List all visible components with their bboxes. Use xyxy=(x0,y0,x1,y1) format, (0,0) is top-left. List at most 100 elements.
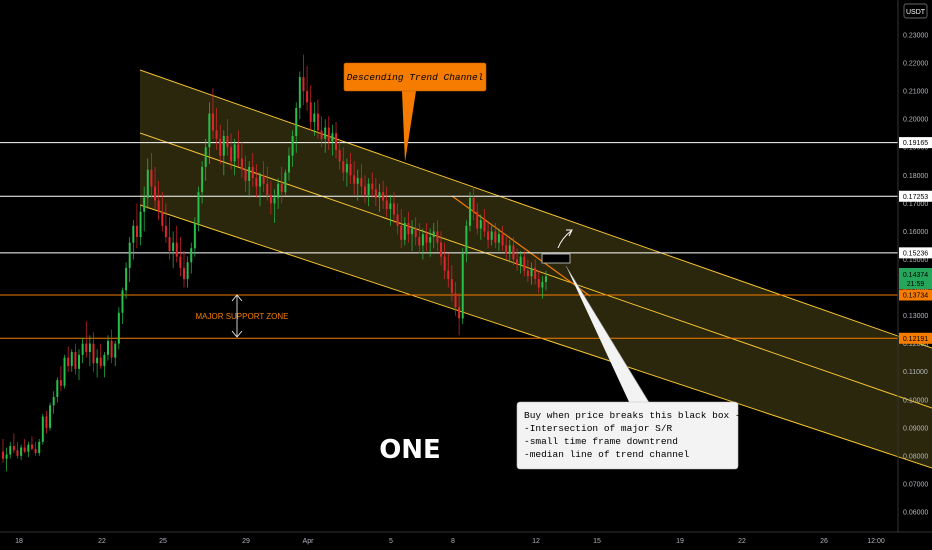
candle-body xyxy=(479,220,482,229)
candle-body xyxy=(259,175,262,187)
level-badge-label: 0.12191 xyxy=(903,336,928,343)
time-tick-label: 29 xyxy=(242,538,250,545)
candle-body xyxy=(541,281,544,288)
candle-body xyxy=(523,256,526,271)
candle-body xyxy=(208,113,211,148)
candle-body xyxy=(360,178,363,187)
currency-badge[interactable] xyxy=(903,3,928,19)
candle-body xyxy=(411,228,414,235)
candle-body xyxy=(226,136,229,148)
candle-body xyxy=(530,267,533,277)
candle-body xyxy=(400,225,403,240)
candle-body xyxy=(447,270,450,280)
candle-body xyxy=(215,130,218,139)
candle-body xyxy=(389,203,392,209)
last-price-countdown: 21:59 xyxy=(907,281,925,288)
time-tick-label: 19 xyxy=(676,538,684,545)
level-badge-label: 0.13734 xyxy=(903,292,928,299)
candle-body xyxy=(157,200,160,212)
level-badge-label: 0.19165 xyxy=(903,140,928,147)
candle-body xyxy=(237,144,240,159)
candle-body xyxy=(537,279,540,288)
candle-body xyxy=(244,169,247,181)
candle-body xyxy=(371,183,374,190)
channel-lower-line xyxy=(139,204,932,469)
candle-body xyxy=(313,113,316,122)
candle-body xyxy=(172,242,175,252)
candle-body xyxy=(49,405,52,428)
candle-body xyxy=(99,357,102,367)
candle-body xyxy=(81,343,84,355)
candle-body xyxy=(161,211,164,226)
breakout-box[interactable] xyxy=(541,253,571,264)
candle-body xyxy=(421,234,424,246)
candle-body xyxy=(385,200,388,209)
candle-body xyxy=(545,276,547,282)
candle-body xyxy=(458,307,461,319)
time-axis[interactable]: 18 22 25 29 Apr 5 8 12 15 19 22 26 12:00 xyxy=(15,538,885,545)
candle-body xyxy=(179,256,182,268)
candle-body xyxy=(117,312,120,344)
candle-body xyxy=(110,340,113,358)
time-tick-label: 15 xyxy=(593,538,601,545)
candle-body xyxy=(429,237,432,243)
candle-body xyxy=(2,451,4,459)
candle-body xyxy=(501,234,504,246)
candle-body xyxy=(125,267,128,291)
candle-body xyxy=(440,242,443,257)
candle-body xyxy=(41,416,44,442)
price-tick-label: 0.19000 xyxy=(903,145,928,152)
price-tick-label: 0.20000 xyxy=(903,117,928,124)
support-zone-arrow xyxy=(231,294,243,338)
price-tick-label: 0.16000 xyxy=(903,229,928,236)
price-tick-label: 0.18000 xyxy=(903,173,928,180)
candle-body xyxy=(382,192,385,201)
candle-body xyxy=(505,245,508,254)
candle-body xyxy=(374,189,377,198)
horizontal-levels xyxy=(0,142,898,339)
symbol-watermark: ONE xyxy=(379,435,441,465)
price-tick-label: 0.17000 xyxy=(903,201,928,208)
candle-body xyxy=(364,186,366,195)
candle-body xyxy=(52,396,55,406)
candle-body xyxy=(67,357,70,367)
candle-body xyxy=(63,357,66,386)
candle-body xyxy=(59,380,62,386)
candle-body xyxy=(211,113,214,131)
candle-body xyxy=(190,248,193,263)
time-tick-label: 5 xyxy=(389,538,393,545)
candle-body xyxy=(16,450,19,456)
time-tick-label: 22 xyxy=(98,538,106,545)
candle-body xyxy=(269,194,272,204)
price-tick-label: 0.09000 xyxy=(903,425,928,432)
candle-body xyxy=(88,343,91,353)
candle-body xyxy=(9,446,12,455)
price-tick-label: 0.06000 xyxy=(903,510,928,517)
time-tick-label: 22 xyxy=(738,538,746,545)
candle-body xyxy=(27,444,30,452)
candle-body xyxy=(150,169,153,187)
channel-callout-box[interactable] xyxy=(343,62,487,92)
candle-body xyxy=(534,267,537,280)
candle-body xyxy=(425,234,428,243)
last-price-badge xyxy=(899,268,932,289)
candle-body xyxy=(443,256,446,271)
price-tick-label: 0.13000 xyxy=(903,313,928,320)
candle-body xyxy=(335,133,338,151)
note-box[interactable] xyxy=(516,401,739,470)
candle-body xyxy=(316,113,319,131)
level-badge-label: 0.15236 xyxy=(903,250,928,257)
candle-body xyxy=(295,107,298,137)
candles xyxy=(2,54,547,472)
candle-body xyxy=(367,183,370,195)
time-tick-label: 12 xyxy=(532,538,540,545)
candle-body xyxy=(85,343,88,353)
candle-body xyxy=(12,446,15,451)
candle-body xyxy=(392,203,395,215)
candle-body xyxy=(92,343,95,364)
candle-body xyxy=(324,127,327,139)
time-tick-label: 8 xyxy=(451,538,455,545)
candle-body xyxy=(30,444,33,449)
